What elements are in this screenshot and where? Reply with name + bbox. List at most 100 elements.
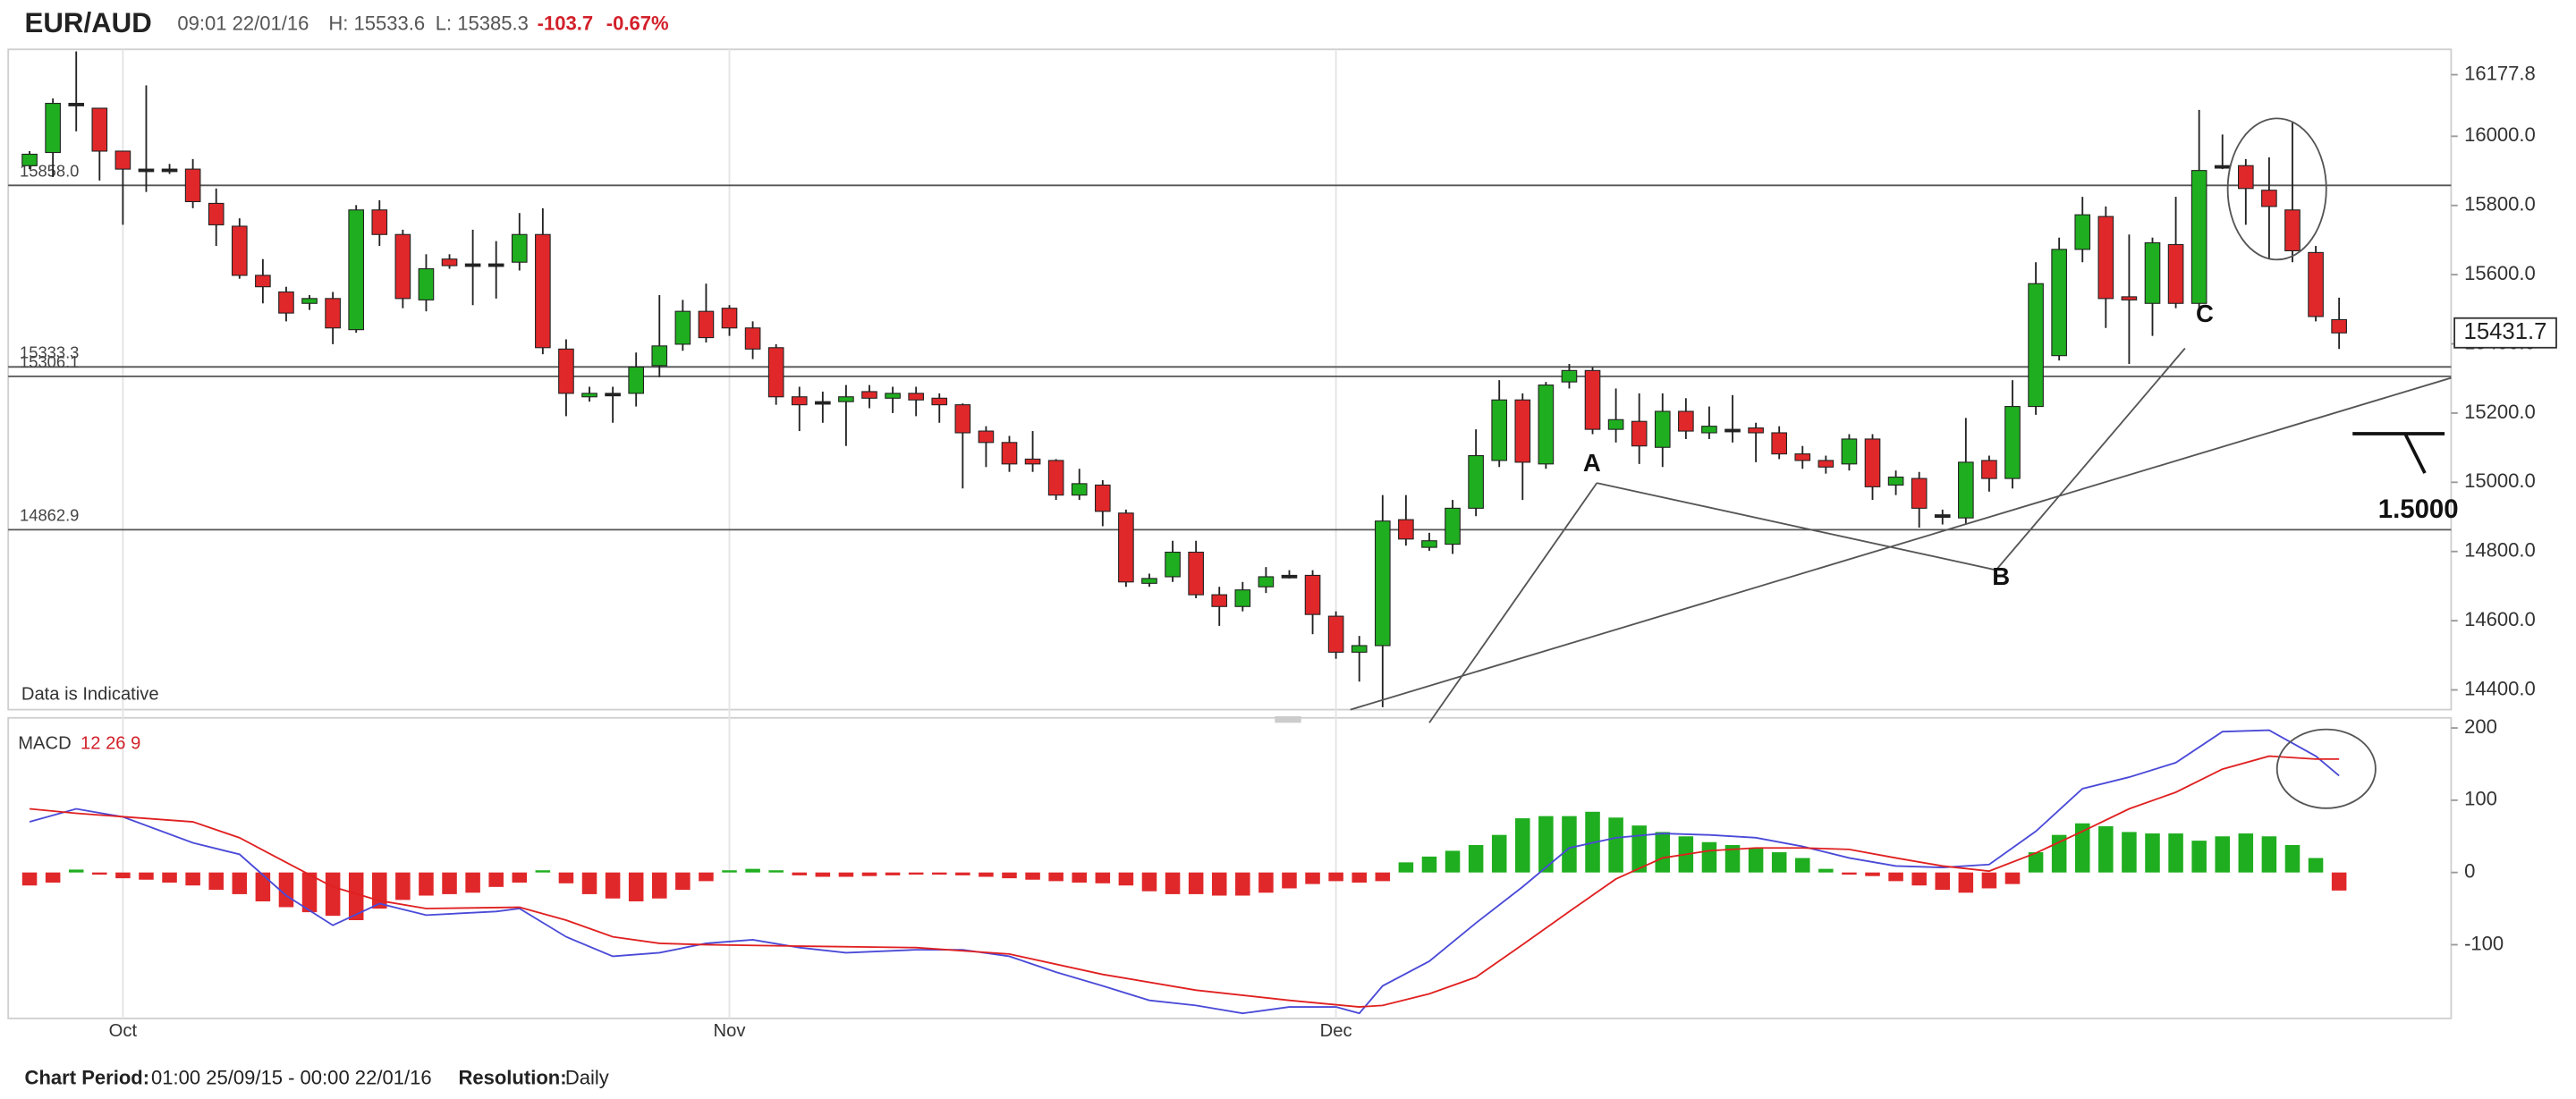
level-label: 15333.3 <box>20 343 79 362</box>
histogram-bar <box>652 872 667 899</box>
candle-body <box>1141 578 1157 584</box>
candle-body <box>2074 214 2091 250</box>
footer-value: Daily <box>565 1067 609 1089</box>
candle-body <box>68 103 85 106</box>
histogram-bar <box>979 872 994 877</box>
candle-body <box>2121 296 2138 300</box>
histogram-bar <box>1842 872 1857 875</box>
candle-body <box>558 348 574 394</box>
histogram-bar <box>2191 841 2207 873</box>
histogram-bar <box>699 872 714 882</box>
histogram-bar <box>885 872 901 875</box>
candle-body <box>1561 369 1578 383</box>
macd-params: 12 26 9 <box>80 733 140 753</box>
x-tick-label: Nov <box>714 1021 747 1041</box>
histogram-bar <box>1352 872 1367 883</box>
candle-body <box>1351 645 1368 653</box>
histogram-bar <box>838 872 854 877</box>
candle-body <box>1887 476 1904 486</box>
histogram-bar <box>768 870 784 873</box>
candle-body <box>2028 283 2044 408</box>
candle-body <box>114 150 131 170</box>
candle-body <box>1001 442 1018 465</box>
histogram-bar <box>2261 836 2277 873</box>
histogram-bar <box>2331 872 2347 891</box>
low: L: 15385.3 <box>436 12 529 34</box>
candle-body <box>791 396 808 406</box>
candle-body <box>1794 453 1811 461</box>
annotation: A <box>1583 449 1601 477</box>
candle-body <box>1864 438 1881 487</box>
annotation: B <box>1992 562 2010 590</box>
candle-body <box>1584 369 1601 430</box>
histogram-bar <box>2028 852 2044 873</box>
histogram-bar <box>1141 872 1157 892</box>
candle-body <box>2308 251 2324 317</box>
histogram-bar <box>1515 818 1530 873</box>
histogram-bar <box>558 872 574 883</box>
candle-body <box>1818 460 1835 468</box>
candle-body <box>954 404 971 434</box>
candle-body <box>1491 399 1508 461</box>
trend-line <box>1428 482 1598 723</box>
y-tick-label: 15800.0 <box>2464 193 2536 216</box>
candle-body <box>394 233 411 300</box>
price-box <box>2453 317 2557 349</box>
histogram-bar <box>931 872 947 875</box>
candle-body <box>931 397 948 406</box>
candle-body <box>838 396 854 402</box>
current-price: 15431.7 <box>2464 319 2547 344</box>
histogram-bar <box>1608 817 1623 873</box>
histogram-bar <box>1282 872 1297 889</box>
footer-label: Chart Period: <box>25 1067 150 1089</box>
macd-title: MACD <box>18 733 71 753</box>
candle-body <box>418 268 435 300</box>
candle-body <box>1258 576 1275 588</box>
histogram-bar <box>2215 836 2230 873</box>
candle-body <box>1724 428 1741 433</box>
candle-body <box>1654 410 1671 448</box>
histogram-bar <box>1958 872 1974 893</box>
histogram-bar <box>1818 868 1834 873</box>
histogram-bar <box>419 872 434 896</box>
candle-body <box>371 209 388 235</box>
histogram-bar <box>2098 825 2114 873</box>
histogram-bar <box>1421 856 1437 873</box>
histogram-bar <box>1491 834 1507 873</box>
note: Data is Indicative <box>21 684 159 704</box>
histogram-bar <box>278 872 294 908</box>
candle-body <box>908 393 924 401</box>
histogram-bar <box>1048 872 1063 882</box>
candle-body <box>1071 483 1088 496</box>
candle-body <box>348 209 365 331</box>
candle-body <box>2167 243 2184 304</box>
candle-body <box>1281 574 1298 579</box>
histogram-bar <box>908 872 924 875</box>
candle-body <box>1165 551 1181 578</box>
candle-body <box>1934 514 1951 519</box>
histogram-bar <box>512 872 528 883</box>
histogram-bar <box>208 872 224 891</box>
candle-body <box>1374 520 1391 647</box>
histogram-bar <box>2284 844 2301 873</box>
candle-body <box>231 225 248 276</box>
resize-handle[interactable] <box>1275 715 1301 723</box>
candle-body <box>2331 318 2347 334</box>
histogram-bar <box>232 872 248 894</box>
change: -103.7 <box>538 12 593 34</box>
histogram-bar <box>1538 816 1554 873</box>
candle-body <box>1445 507 1461 545</box>
candle-body <box>651 345 668 367</box>
candle-body <box>2004 406 2021 479</box>
highlight-ellipse <box>2275 728 2377 809</box>
histogram-bar <box>1562 816 1577 873</box>
high: H: 15533.6 <box>328 12 425 34</box>
y-tick-label: 200 <box>2464 715 2497 738</box>
candle-body <box>815 401 831 405</box>
candle-body <box>1118 512 1134 583</box>
histogram-bar <box>1328 872 1343 882</box>
candle-body <box>1211 594 1228 607</box>
candle-body <box>2190 170 2207 304</box>
